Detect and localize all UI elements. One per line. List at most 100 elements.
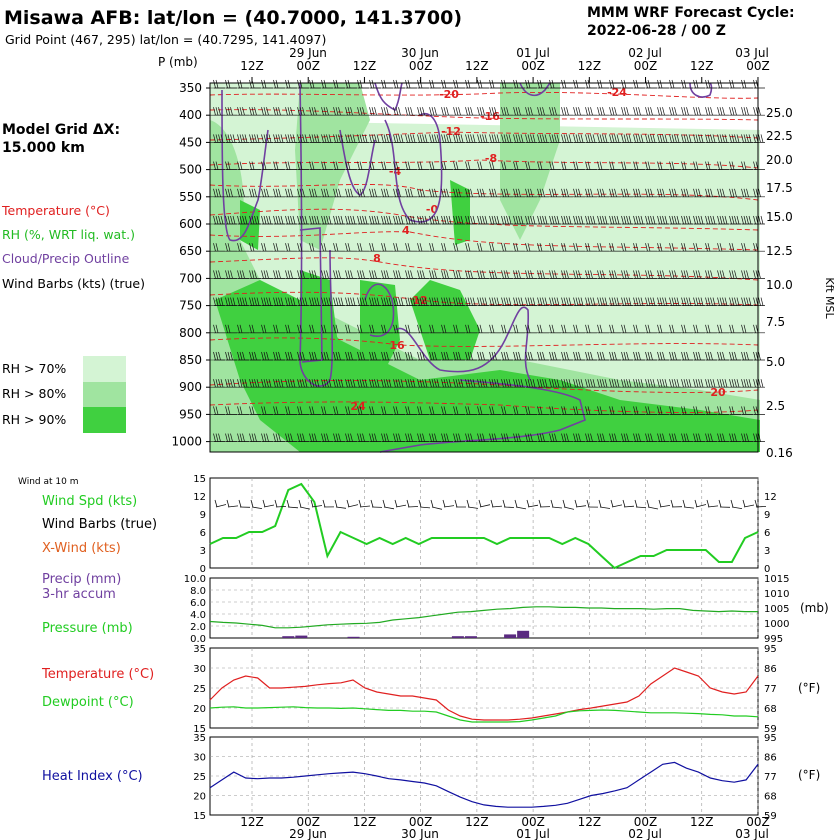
wind-barb	[753, 270, 765, 279]
wind-barb	[261, 134, 273, 143]
wind-barb	[285, 188, 297, 198]
barb-row-800	[213, 324, 765, 334]
pressure-label-1000: 1000	[171, 435, 202, 449]
bottom-hour-label-2: 12Z	[353, 815, 377, 829]
precip-ytick-left: 6.0	[190, 598, 206, 609]
top-day-label-3: 02 Jul	[628, 46, 662, 60]
cloud-outline-9	[519, 82, 551, 97]
wind-barb	[225, 134, 237, 143]
wind-barb	[309, 188, 321, 198]
wind-barb	[273, 188, 285, 198]
wind-barb	[225, 188, 237, 198]
wind-barb	[573, 188, 585, 198]
surface-wind-barb	[682, 499, 695, 509]
top-day-label-4: 03 Jul	[735, 46, 769, 60]
surface-wind-barb	[262, 499, 275, 508]
wind-barb	[741, 379, 753, 388]
wind-barb	[705, 215, 717, 225]
wind-barb	[513, 161, 525, 170]
wind-barb	[381, 243, 393, 252]
wind-barb	[657, 406, 669, 415]
wind-barb	[381, 215, 393, 225]
temperature-label-7: 4	[402, 224, 410, 237]
pressure-line	[209, 606, 758, 629]
wind-barb	[249, 107, 261, 116]
wind-barb	[333, 324, 345, 334]
wind-barb	[729, 433, 741, 442]
pressure-axis-label: P (mb)	[158, 55, 198, 69]
wind-barb	[741, 324, 753, 334]
legend-barbs: Wind Barbs (kts) (true)	[2, 276, 145, 291]
wind-barb	[405, 379, 417, 388]
wind-barb	[345, 324, 357, 334]
wind-barb	[645, 215, 657, 225]
wind-barb	[477, 134, 489, 143]
temp-ytick-left: 30	[193, 664, 206, 675]
wind-barb	[237, 270, 249, 279]
surface-wind-barb	[298, 499, 311, 510]
wind-barb	[273, 161, 285, 170]
wind-barb	[333, 270, 345, 279]
temp-ytick-left: 15	[193, 724, 206, 735]
wind-barb	[261, 351, 273, 361]
wind-barb	[225, 297, 237, 306]
wind-barb	[345, 379, 357, 388]
wind-barb	[645, 379, 657, 388]
temperature-contour-9	[209, 337, 759, 347]
wind-barb	[297, 161, 309, 170]
wind-barb	[753, 433, 765, 442]
wind-barb	[417, 324, 429, 334]
wind-barb	[345, 79, 357, 89]
wind-barb	[369, 188, 381, 198]
wind-barb	[369, 79, 381, 89]
surface-wind-barb	[634, 499, 647, 508]
surface-wind-barb	[514, 499, 527, 510]
wind-barb	[573, 324, 585, 334]
wind-barb	[477, 215, 489, 225]
wind-barb	[681, 188, 693, 198]
wind-barb	[285, 134, 297, 143]
wind-barb	[345, 351, 357, 361]
height-label-7: 7.5	[766, 315, 785, 329]
wind-barb	[657, 107, 669, 116]
wind-barb	[393, 107, 405, 116]
bottom-day-label-1: 30 Jun	[401, 827, 439, 840]
pressure-label-650: 650	[179, 244, 202, 258]
cloud-outline-5	[384, 113, 443, 223]
wind-barb	[321, 243, 333, 252]
temp-unit: (°F)	[798, 681, 820, 695]
wind-barb	[717, 351, 729, 361]
wind-barb	[717, 297, 729, 306]
wind-barb	[453, 270, 465, 279]
wind-barb	[573, 270, 585, 279]
top-hour-label-8: 12Z	[690, 59, 714, 73]
wind-barb	[753, 107, 765, 116]
wind-barb	[537, 79, 549, 89]
bottom-hour-label-6: 12Z	[578, 815, 602, 829]
wind-barb	[261, 406, 273, 415]
height-label-6: 10.0	[766, 278, 793, 292]
wind-ytick-left: 9	[200, 510, 206, 521]
temp-f-ytick-right: 68	[764, 704, 777, 715]
pressure-label-700: 700	[179, 271, 202, 285]
surface-wind-barb	[574, 499, 587, 508]
wind-barb	[717, 134, 729, 143]
wind-barb	[681, 433, 693, 442]
wind-barb	[741, 188, 753, 198]
wind-barb	[369, 107, 381, 116]
bottom-hour-label-8: 12Z	[690, 815, 714, 829]
wind-barb	[633, 270, 645, 279]
bottom-hour-label-7: 00Z	[634, 815, 658, 829]
wind-barb	[333, 243, 345, 252]
wind-barb	[489, 379, 501, 388]
wind-barb	[705, 433, 717, 442]
precip-bar	[517, 630, 530, 638]
wind-barb	[429, 351, 441, 361]
wind-barb	[537, 134, 549, 143]
wind-barb	[405, 297, 417, 306]
forecast-cycle-value: 2022-06-28 / 00 Z	[587, 23, 726, 39]
wind-barb	[549, 161, 561, 170]
wind-barb	[681, 161, 693, 170]
wind-barb	[753, 188, 765, 198]
bottom-day-label-4: 03 Jul	[735, 827, 769, 840]
